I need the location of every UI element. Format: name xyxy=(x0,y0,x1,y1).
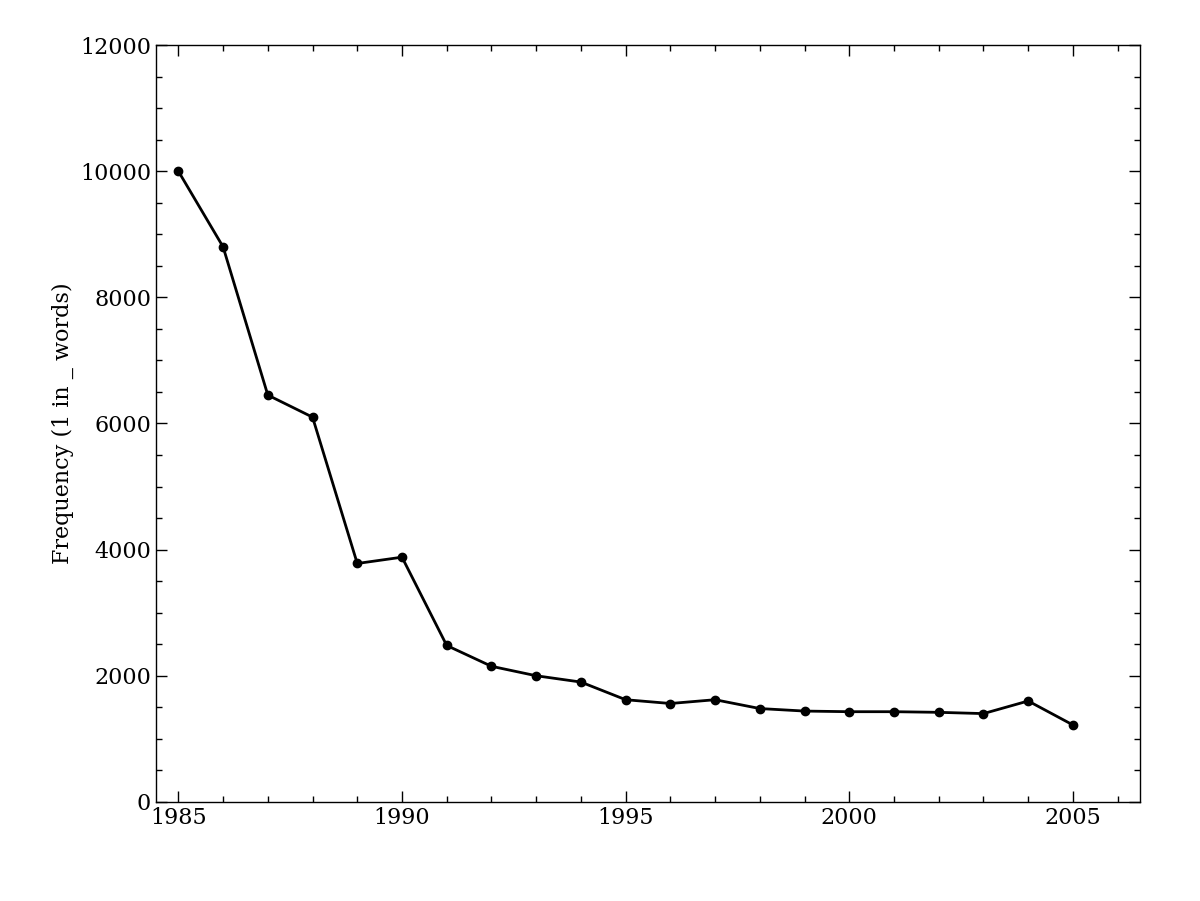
Y-axis label: Frequency (1 in _ words): Frequency (1 in _ words) xyxy=(53,283,74,564)
